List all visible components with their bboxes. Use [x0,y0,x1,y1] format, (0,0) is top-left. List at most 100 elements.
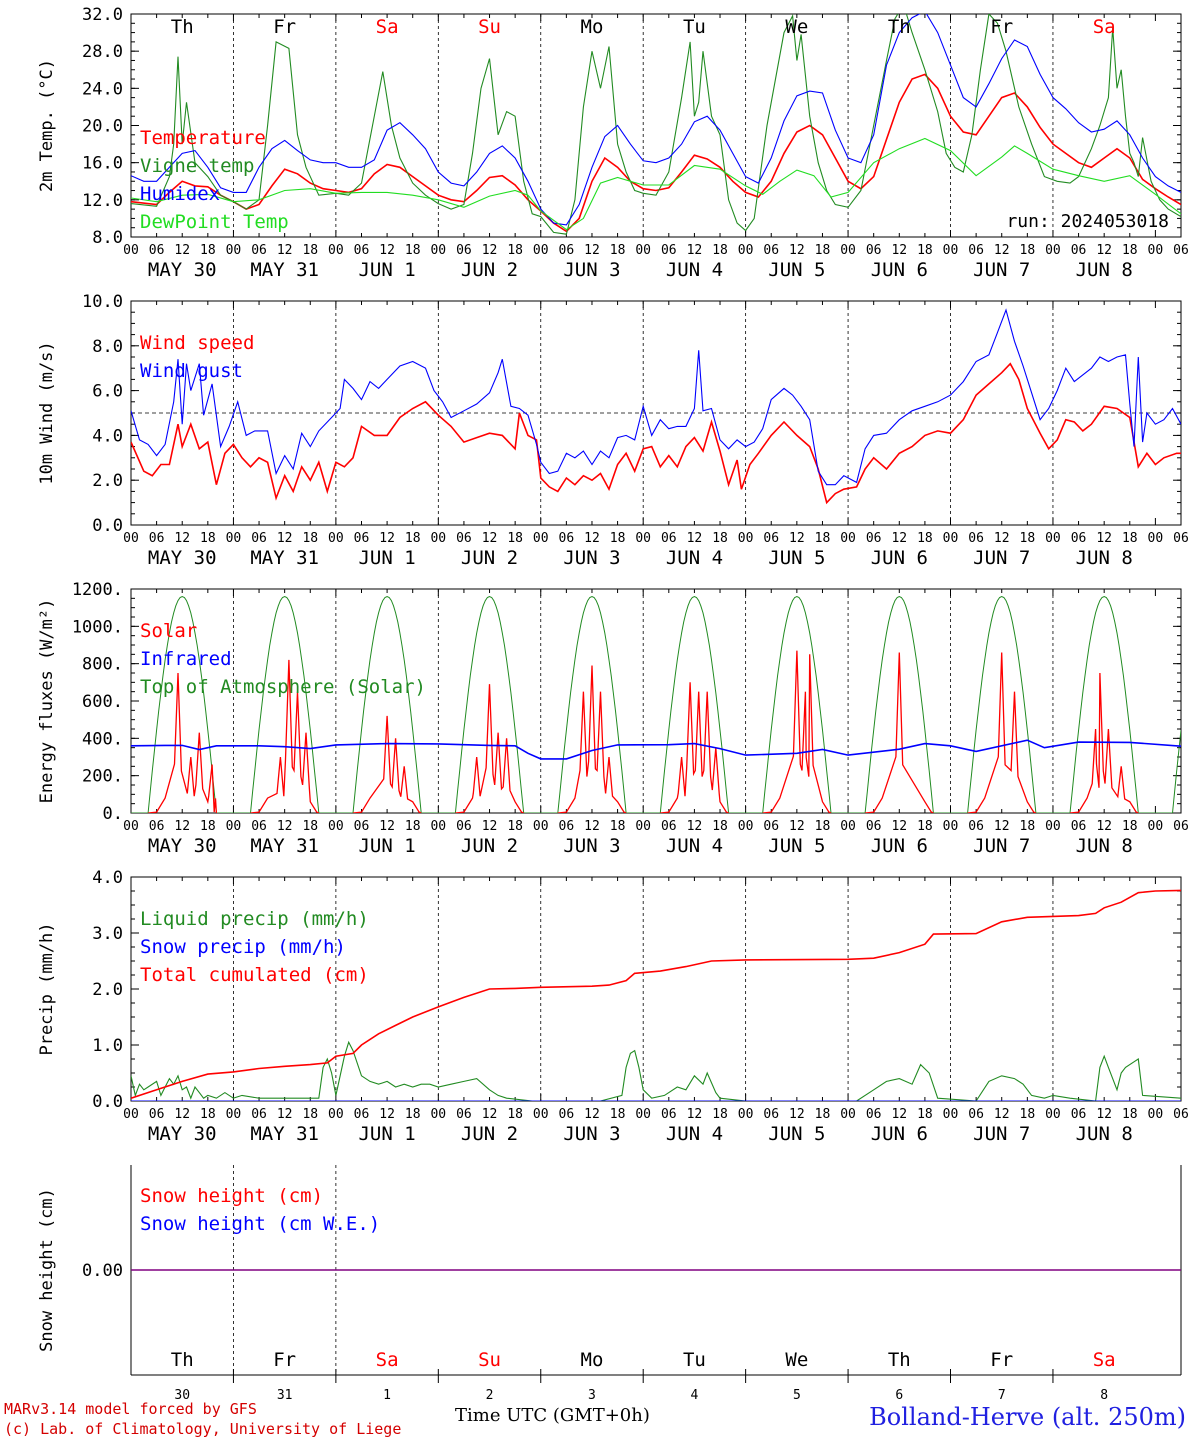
y-tick-label: 600. [82,692,123,712]
hour-tick-label: 18 [1122,243,1138,258]
weekday-label: Th [171,16,194,38]
solar-line [865,652,934,813]
legend-label: Humidex [140,183,220,205]
hour-tick-label: 06 [763,1107,779,1122]
hour-tick-label: 06 [866,819,882,834]
plot-frame [130,13,1182,238]
hour-tick-label: 12 [891,1107,907,1122]
wind-gust-line [131,308,1181,486]
hour-tick-label: 00 [635,531,651,546]
date-label: MAY 30 [148,547,217,569]
panel-2 [130,300,1182,526]
legend-label: Vigne temp [140,155,254,177]
hour-tick-label: 06 [149,243,165,258]
weekday-label: Sa [1093,1349,1116,1371]
hour-tick-label: 18 [917,243,933,258]
day-number-label: 31 [277,1388,293,1403]
hour-tick-label: 00 [533,531,549,546]
weekday-label: We [785,1349,808,1371]
hour-tick-label: 18 [712,1107,728,1122]
day-number-label: 2 [486,1388,494,1403]
hour-tick-label: 06 [456,1107,472,1122]
hour-tick-label: 00 [430,819,446,834]
hour-tick-label: 12 [277,243,293,258]
weekday-label: Mo [581,1349,604,1371]
hour-tick-label: 12 [891,819,907,834]
hour-tick-label: 12 [379,1107,395,1122]
y-tick-label: 12.0 [82,191,123,211]
hour-tick-label: 00 [635,819,651,834]
hour-tick-label: 00 [1045,531,1061,546]
hour-tick-label: 06 [456,243,472,258]
hour-tick-label: 06 [251,819,267,834]
y-axis-label: Snow height (cm) [37,1188,57,1352]
hour-tick-label: 00 [943,819,959,834]
y-tick-label: 10.0 [82,292,123,312]
hour-tick-label: 06 [559,819,575,834]
plot-area [131,595,1181,813]
hour-tick-label: 00 [533,243,549,258]
hour-tick-label: 00 [1045,1107,1061,1122]
date-label: JUN 2 [461,259,518,281]
hour-tick-label: 18 [1020,819,1036,834]
hour-tick-label: 12 [994,243,1010,258]
hour-tick-label: 18 [1020,531,1036,546]
date-label: JUN 4 [666,547,723,569]
hour-tick-label: 06 [866,531,882,546]
panel-4 [130,876,1182,1102]
hour-tick-label: 06 [661,531,677,546]
hour-tick-label: 00 [226,1107,242,1122]
legend-label: Infrared [140,648,232,670]
hour-tick-label: 12 [482,243,498,258]
hour-tick-label: 00 [430,531,446,546]
date-label: JUN 2 [461,835,518,857]
weekday-label: Fr [990,1349,1013,1371]
hour-tick-label: 18 [200,243,216,258]
hour-tick-label: 00 [1148,819,1164,834]
hour-tick-label: 00 [943,1107,959,1122]
hour-tick-label: 00 [1148,243,1164,258]
hour-tick-label: 12 [994,1107,1010,1122]
solar-line [967,652,1037,813]
hour-tick-label: 06 [763,243,779,258]
hour-tick-label: 18 [200,819,216,834]
panel-1 [130,13,1182,238]
hour-tick-label: 12 [277,819,293,834]
hour-tick-label: 06 [559,1107,575,1122]
liquid-precip-mm-h-line [131,1040,1181,1101]
hour-tick-label: 00 [226,819,242,834]
hour-tick-label: 06 [661,819,677,834]
hour-tick-label: 00 [738,243,754,258]
plot-frame [130,588,1182,814]
legend-label: Snow height (cm) [140,1185,323,1207]
hour-tick-label: 18 [712,819,728,834]
hour-tick-label: 18 [815,1107,831,1122]
dewpoint-temp-line [131,137,1181,231]
y-tick-label: 4.0 [92,868,123,888]
weekday-label: Su [478,1349,501,1371]
hour-tick-label: 00 [840,531,856,546]
day-number-label: 1 [383,1388,391,1403]
hour-tick-label: 12 [687,819,703,834]
hour-tick-label: 06 [968,819,984,834]
panel-3 [130,588,1182,814]
date-label: JUN 6 [871,1123,928,1145]
plot-area [131,14,1181,235]
hour-tick-label: 18 [815,243,831,258]
date-label: MAY 31 [250,547,319,569]
hour-tick-label: 12 [994,819,1010,834]
hour-tick-label: 00 [738,1107,754,1122]
y-tick-label: 3.0 [92,924,123,944]
hour-tick-label: 18 [302,819,318,834]
hour-tick-label: 06 [1071,1107,1087,1122]
hour-tick-label: 18 [507,531,523,546]
day-number-label: 30 [174,1388,190,1403]
hour-tick-label: 18 [200,1107,216,1122]
hour-tick-label: 06 [1173,819,1189,834]
day-number-label: 5 [793,1388,801,1403]
day-number-label: 6 [895,1388,903,1403]
y-tick-label: 1.0 [92,1036,123,1056]
hour-tick-label: 12 [891,531,907,546]
date-label: MAY 31 [250,1123,319,1145]
